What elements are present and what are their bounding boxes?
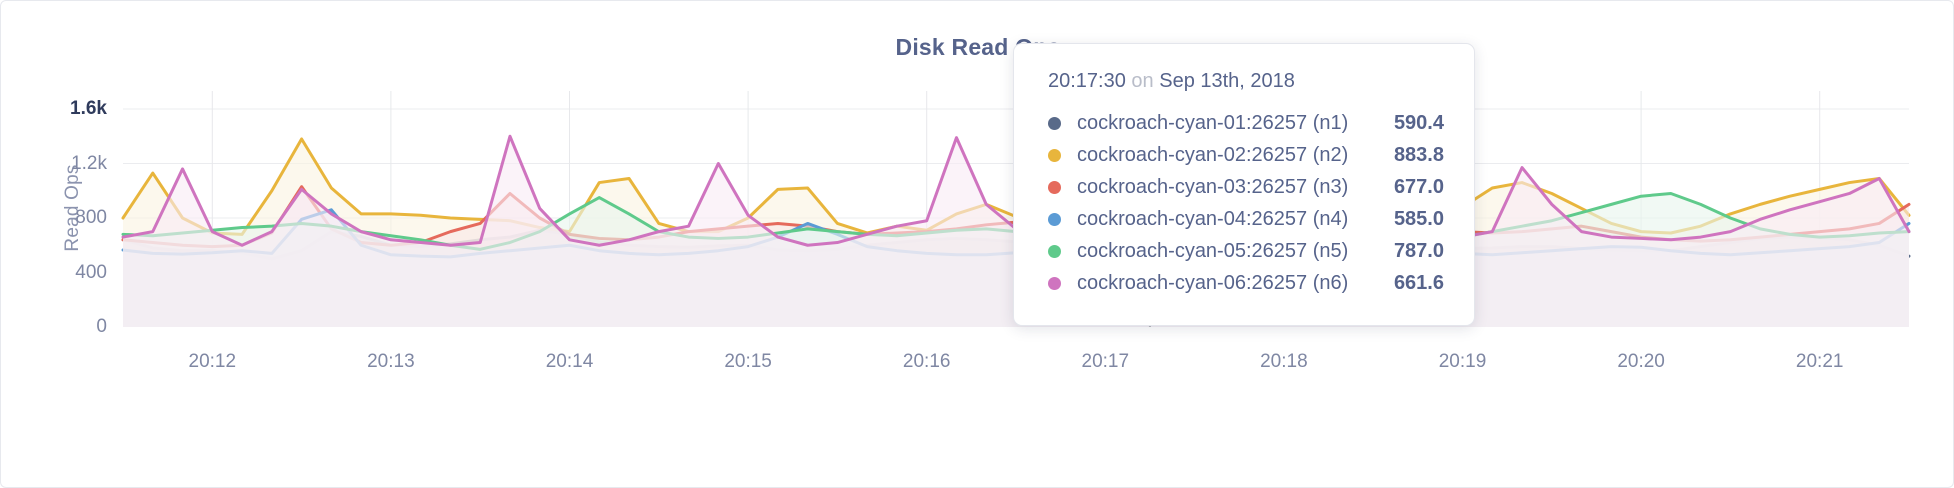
tooltip-series-label: cockroach-cyan-02:26257 (n2) <box>1077 143 1349 166</box>
series-color-dot-icon <box>1048 180 1061 194</box>
x-tick-label: 20:15 <box>724 351 772 372</box>
y-tick-label: 1.2k <box>71 152 107 174</box>
x-tick-label: 20:20 <box>1617 351 1665 372</box>
series-tooltip: 20:17:30 on Sep 13th, 2018 cockroach-cya… <box>1013 43 1475 326</box>
tooltip-row: cockroach-cyan-05:26257 (n5) 787.0 <box>1048 235 1444 267</box>
x-tick-label: 20:14 <box>545 351 594 372</box>
tooltip-time: 20:17:30 <box>1048 70 1126 92</box>
y-tick-label: 800 <box>75 207 107 228</box>
tooltip-series-value: 585.0 <box>1393 207 1444 230</box>
tooltip-series-value: 590.4 <box>1393 111 1444 134</box>
series-color-dot-icon <box>1048 148 1061 162</box>
tooltip-series-label: cockroach-cyan-05:26257 (n5) <box>1077 239 1349 262</box>
tooltip-series-value: 677.0 <box>1393 175 1444 198</box>
tooltip-series-label: cockroach-cyan-01:26257 (n1) <box>1077 111 1349 134</box>
x-tick-label: 20:19 <box>1438 351 1487 372</box>
x-tick-label: 20:12 <box>188 351 237 372</box>
x-tick-label: 20:21 <box>1795 351 1844 372</box>
y-tick-label: 400 <box>75 261 107 283</box>
tooltip-series-label: cockroach-cyan-04:26257 (n4) <box>1077 207 1349 230</box>
tooltip-row: cockroach-cyan-01:26257 (n1) 590.4 <box>1048 107 1444 139</box>
x-tick-label: 20:17 <box>1081 351 1130 372</box>
series-color-dot-icon <box>1048 212 1061 226</box>
x-tick-label: 20:13 <box>367 351 415 372</box>
tooltip-row: cockroach-cyan-02:26257 (n2) 883.8 <box>1048 139 1444 171</box>
tooltip-row: cockroach-cyan-06:26257 (n6) 661.6 <box>1048 267 1444 299</box>
x-tick-label: 20:18 <box>1260 351 1308 372</box>
series-color-dot-icon <box>1048 244 1061 258</box>
series-color-dot-icon <box>1048 116 1061 130</box>
tooltip-series-label: cockroach-cyan-06:26257 (n6) <box>1077 271 1349 294</box>
tooltip-on-word: on <box>1131 70 1154 92</box>
series-color-dot-icon <box>1048 276 1061 290</box>
tooltip-row: cockroach-cyan-03:26257 (n3) 677.0 <box>1048 171 1444 203</box>
tooltip-series-value: 661.6 <box>1393 271 1444 294</box>
tooltip-row-list: cockroach-cyan-01:26257 (n1) 590.4 cockroa… <box>1048 107 1444 299</box>
tooltip-timestamp: 20:17:30 on Sep 13th, 2018 <box>1048 70 1444 93</box>
tooltip-row: cockroach-cyan-04:26257 (n4) 585.0 <box>1048 203 1444 235</box>
tooltip-series-label: cockroach-cyan-03:26257 (n3) <box>1077 175 1349 198</box>
tooltip-series-value: 787.0 <box>1393 239 1444 262</box>
y-tick-label: 0 <box>96 316 107 337</box>
tooltip-series-value: 883.8 <box>1393 143 1444 166</box>
y-tick-label: 1.6k <box>70 98 107 119</box>
x-tick-label: 20:16 <box>902 351 951 372</box>
tooltip-date: Sep 13th, 2018 <box>1159 70 1295 92</box>
